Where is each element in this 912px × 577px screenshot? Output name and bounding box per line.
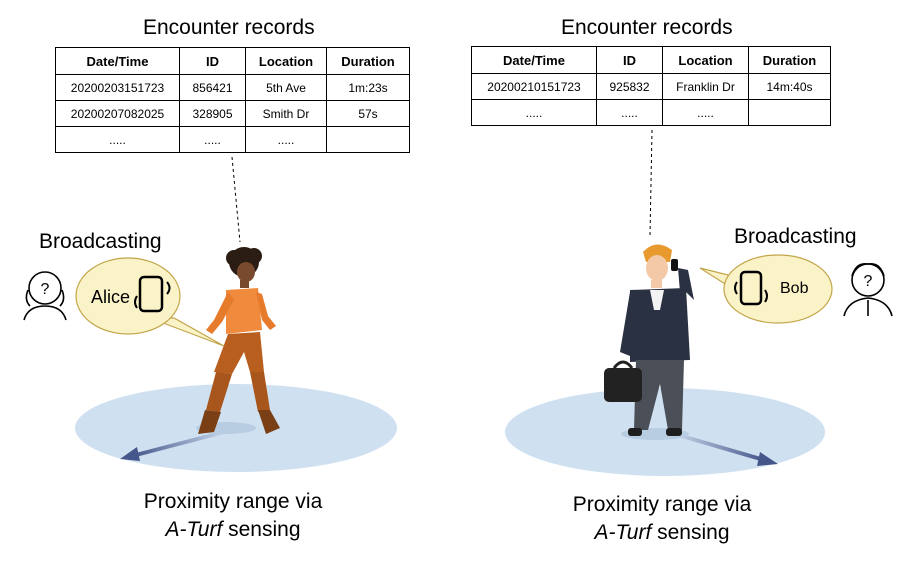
table-cell: 14m:40s	[748, 73, 831, 100]
right-broadcasting-label: Broadcasting	[734, 225, 857, 248]
left-range-arrow	[120, 428, 233, 461]
bob-figure	[604, 244, 694, 440]
caption-line-2: A-Turf sensing	[108, 516, 358, 544]
left-connector-line	[231, 156, 241, 243]
column-header-datetime: Date/Time	[471, 46, 597, 74]
table-cell: .....	[179, 126, 246, 153]
table-row: 20200203151723 856421 5th Ave 1m:23s	[55, 74, 410, 101]
svg-text:?: ?	[41, 281, 50, 298]
alice-speech-bubble	[75, 257, 225, 347]
table-header-row: Date/Time ID Location Duration	[55, 47, 410, 75]
left-broadcasting-label: Broadcasting	[39, 230, 162, 253]
table-cell: 328905	[179, 100, 246, 127]
table-cell	[326, 126, 410, 153]
right-table-title: Encounter records	[561, 16, 733, 39]
column-header-duration: Duration	[326, 47, 410, 75]
table-header-row: Date/Time ID Location Duration	[471, 46, 831, 74]
left-caption: Proximity range via A-Turf sensing	[108, 488, 358, 544]
column-header-id: ID	[179, 47, 246, 75]
column-header-datetime: Date/Time	[55, 47, 180, 75]
table-cell: .....	[596, 99, 663, 126]
table-cell: 1m:23s	[326, 74, 410, 101]
table-cell: 57s	[326, 100, 410, 127]
table-row: 20200210151723 925832 Franklin Dr 14m:40…	[471, 73, 831, 100]
right-connector-line	[649, 129, 653, 237]
unknown-person-icon-right: ?	[843, 262, 893, 317]
table-cell: 20200207082025	[55, 100, 180, 127]
left-encounter-table: Date/Time ID Location Duration 202002031…	[55, 47, 410, 153]
left-table-title: Encounter records	[143, 16, 315, 39]
table-row: ..... ..... .....	[55, 126, 410, 153]
right-caption: Proximity range via A-Turf sensing	[537, 491, 787, 547]
table-cell: .....	[245, 126, 327, 153]
alice-figure	[196, 247, 280, 434]
table-row: ..... ..... .....	[471, 99, 831, 126]
svg-text:?: ?	[864, 273, 873, 290]
caption-emphasis: A-Turf	[594, 521, 652, 544]
caption-line-2: A-Turf sensing	[537, 519, 787, 547]
bob-name-label: Bob	[780, 280, 809, 297]
column-header-id: ID	[596, 46, 663, 74]
unknown-person-icon-left: ?	[23, 271, 67, 321]
alice-name-label: Alice	[91, 287, 131, 307]
column-header-location: Location	[245, 47, 327, 75]
table-cell: Franklin Dr	[662, 73, 749, 100]
table-cell: .....	[662, 99, 749, 126]
table-cell	[748, 99, 831, 126]
table-cell: 856421	[179, 74, 246, 101]
table-cell: 20200203151723	[55, 74, 180, 101]
right-encounter-table: Date/Time ID Location Duration 202002101…	[471, 46, 831, 126]
table-cell: 5th Ave	[245, 74, 327, 101]
table-cell: 925832	[596, 73, 663, 100]
bob-speech-bubble	[699, 254, 833, 324]
caption-line-1: Proximity range via	[143, 490, 323, 513]
table-row: 20200207082025 328905 Smith Dr 57s	[55, 100, 410, 127]
column-header-duration: Duration	[748, 46, 831, 74]
table-cell: .....	[55, 126, 180, 153]
table-cell: Smith Dr	[245, 100, 327, 127]
table-cell: 20200210151723	[471, 73, 597, 100]
table-cell: .....	[471, 99, 597, 126]
column-header-location: Location	[662, 46, 749, 74]
caption-emphasis: A-Turf	[165, 518, 223, 541]
caption-suffix: sensing	[222, 518, 301, 541]
caption-line-1: Proximity range via	[572, 493, 752, 516]
caption-suffix: sensing	[651, 521, 730, 544]
